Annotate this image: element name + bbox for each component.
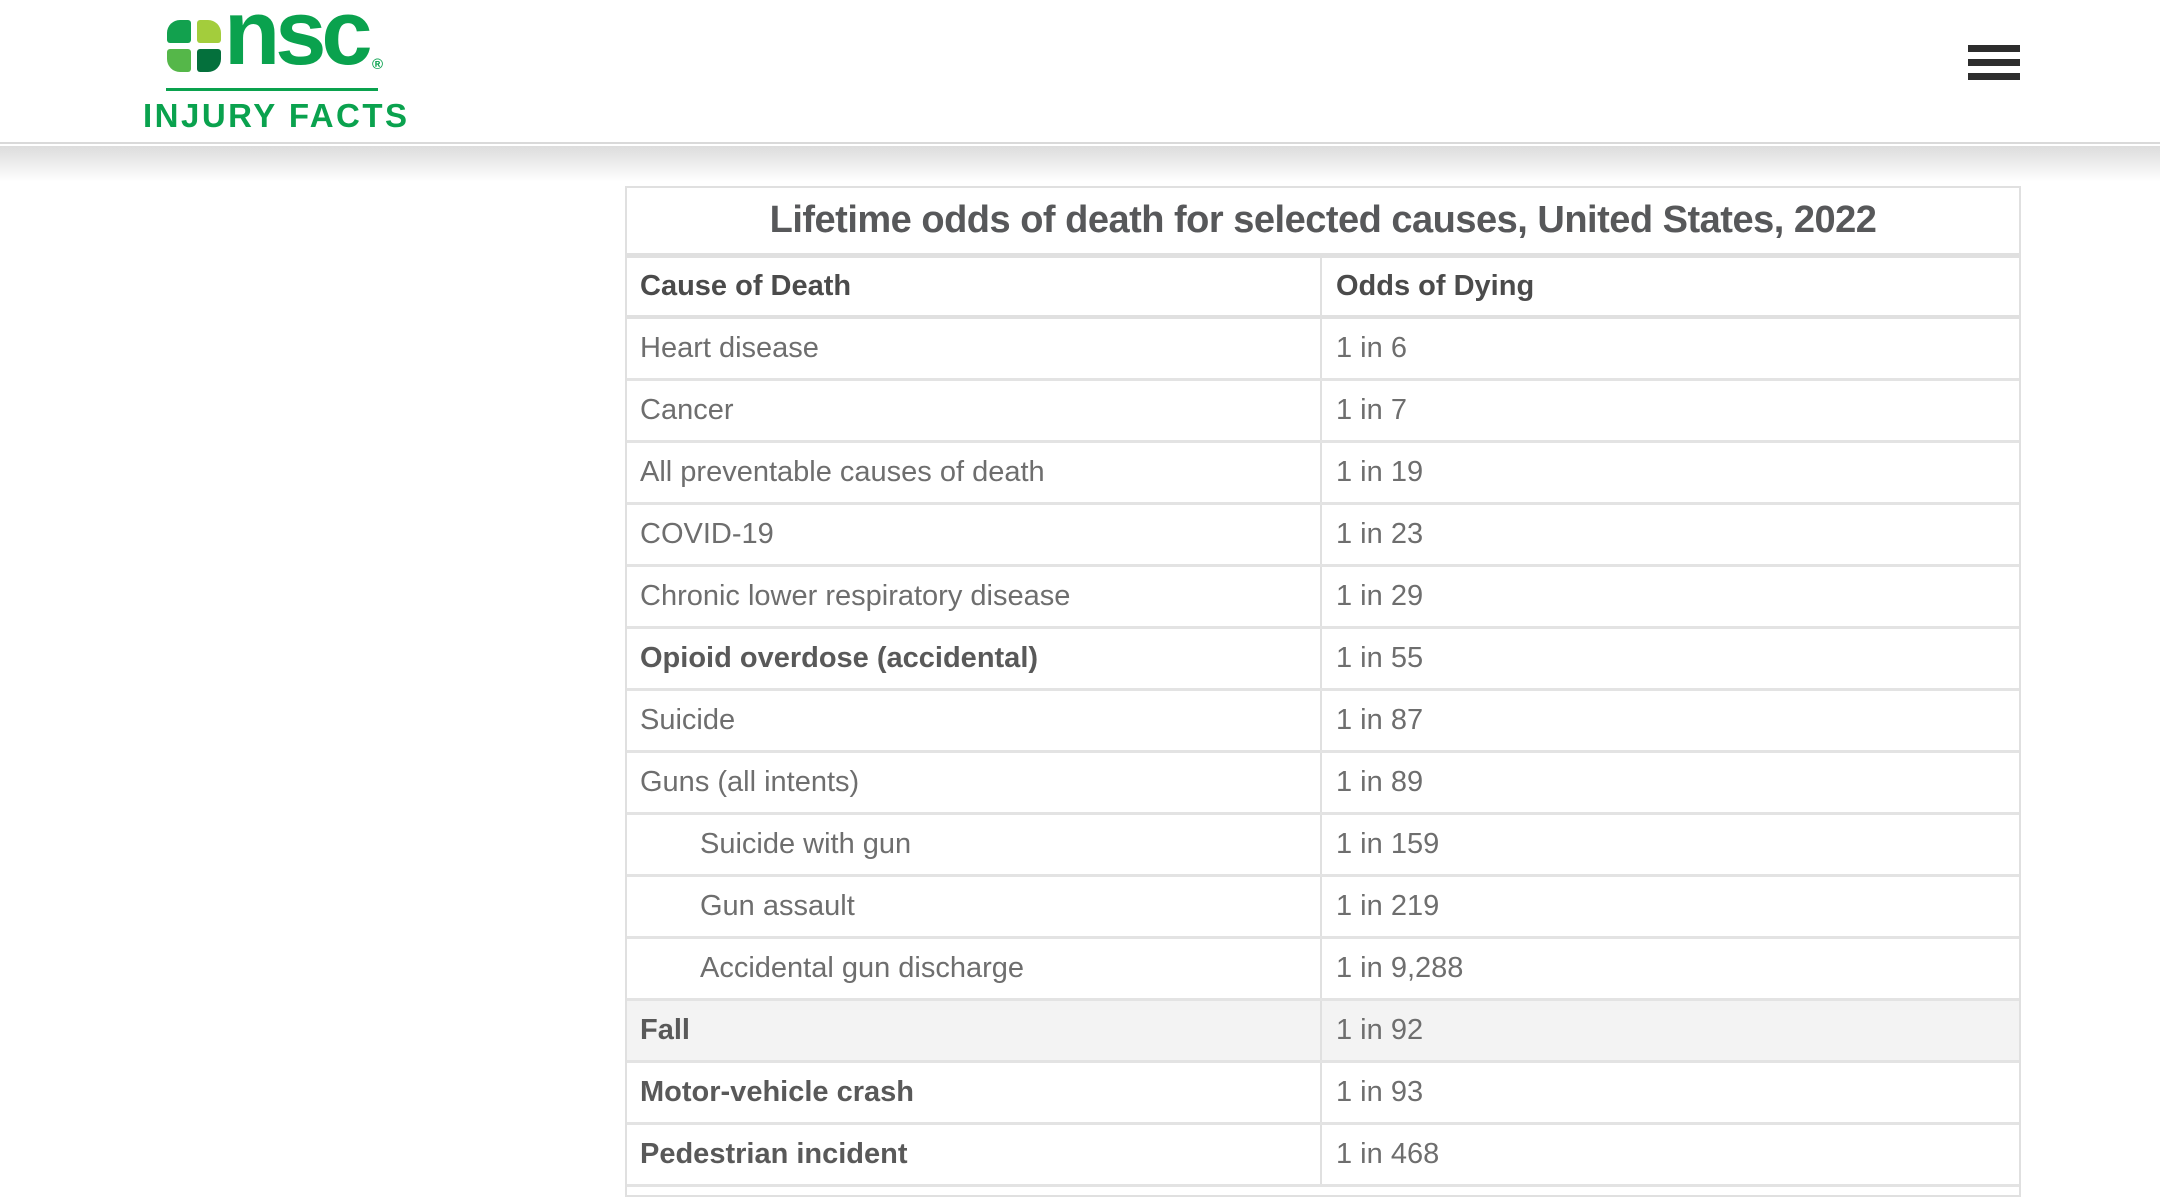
logo-divider-line <box>166 88 378 91</box>
odds-cell: 1 in 87 <box>1336 704 1424 736</box>
table-row[interactable]: Heart disease 1 in 6 <box>627 319 2019 381</box>
odds-cell: 1 in 55 <box>1336 642 1424 674</box>
odds-cell: 1 in 9,288 <box>1336 952 1464 984</box>
header-drop-shadow <box>0 146 2160 182</box>
table-row[interactable]: Gun assault 1 in 219 <box>627 877 2019 939</box>
cause-cell: Heart disease <box>627 319 1322 378</box>
nsc-wordmark: nsc <box>224 0 373 84</box>
cause-cell: Opioid overdose (accidental) <box>627 629 1322 688</box>
hamburger-menu-icon[interactable] <box>1968 44 2020 80</box>
table-row[interactable]: Suicide with gun 1 in 159 <box>627 815 2019 877</box>
cause-cell: Fall <box>627 1001 1322 1060</box>
nsc-logo[interactable]: nsc ® INJURY FACTS <box>0 0 420 144</box>
odds-cell: 1 in 92 <box>1336 1014 1424 1046</box>
odds-cell: 1 in 93 <box>1336 1076 1424 1108</box>
odds-cell: 1 in 19 <box>1336 456 1424 488</box>
hamburger-bar <box>1968 44 2020 52</box>
table-row[interactable]: Fall 1 in 92 <box>627 1001 2019 1063</box>
cross-square-top-left <box>167 20 191 43</box>
cause-cell: Suicide <box>627 691 1322 750</box>
cause-cell: Accidental gun discharge <box>627 939 1322 998</box>
cross-square-top-right <box>197 20 221 43</box>
column-header-cause-of-death: Cause of Death <box>627 258 1322 315</box>
table-row[interactable]: Motor-vehicle crash 1 in 93 <box>627 1063 2019 1125</box>
table-body: Heart disease 1 in 6 Cancer 1 in 7 All preve… <box>627 319 2019 1187</box>
table-row[interactable]: Opioid overdose (accidental) 1 in 55 <box>627 629 2019 691</box>
cross-square-bottom-left <box>167 49 191 72</box>
injury-facts-label: INJURY FACTS <box>143 97 410 134</box>
odds-cell: 1 in 29 <box>1336 580 1424 612</box>
cross-square-bottom-right <box>197 49 221 72</box>
table-title: Lifetime odds of death for selected caus… <box>627 188 2019 258</box>
odds-of-death-table: Lifetime odds of death for selected caus… <box>625 186 2021 1197</box>
table-row[interactable]: Accidental gun discharge 1 in 9,288 <box>627 939 2019 1001</box>
cause-cell: Pedestrian incident <box>627 1125 1322 1184</box>
odds-cell: 1 in 23 <box>1336 518 1424 550</box>
cause-cell: COVID-19 <box>627 505 1322 564</box>
odds-cell: 1 in 159 <box>1336 828 1440 860</box>
table-header-row: Cause of Death Odds of Dying <box>627 258 2019 319</box>
top-nav-bar: nsc ® INJURY FACTS <box>0 0 2160 144</box>
table-row[interactable]: Pedestrian incident 1 in 468 <box>627 1125 2019 1187</box>
table-row[interactable]: Chronic lower respiratory disease 1 in 29 <box>627 567 2019 629</box>
cause-cell: Chronic lower respiratory disease <box>627 567 1322 626</box>
nsc-cross-icon <box>167 20 221 72</box>
table-row[interactable]: Cancer 1 in 7 <box>627 381 2019 443</box>
cause-cell: Gun assault <box>627 877 1322 936</box>
odds-cell: 1 in 468 <box>1336 1138 1440 1170</box>
table-row[interactable]: COVID-19 1 in 23 <box>627 505 2019 567</box>
table-row[interactable]: Suicide 1 in 87 <box>627 691 2019 753</box>
cause-cell: Cancer <box>627 381 1322 440</box>
odds-cell: 1 in 6 <box>1336 332 1407 364</box>
registered-trademark-mark: ® <box>372 56 384 73</box>
cause-cell: Suicide with gun <box>627 815 1322 874</box>
cause-cell: All preventable causes of death <box>627 443 1322 502</box>
table-row[interactable]: All preventable causes of death 1 in 19 <box>627 443 2019 505</box>
odds-cell: 1 in 7 <box>1336 394 1407 426</box>
column-header-odds-of-dying: Odds of Dying <box>1336 270 1535 302</box>
cause-cell: Guns (all intents) <box>627 753 1322 812</box>
cause-cell: Motor-vehicle crash <box>627 1063 1322 1122</box>
odds-cell: 1 in 89 <box>1336 766 1424 798</box>
hamburger-bar <box>1968 58 2020 66</box>
odds-cell: 1 in 219 <box>1336 890 1440 922</box>
hamburger-bar <box>1968 72 2020 80</box>
table-row[interactable]: Guns (all intents) 1 in 89 <box>627 753 2019 815</box>
